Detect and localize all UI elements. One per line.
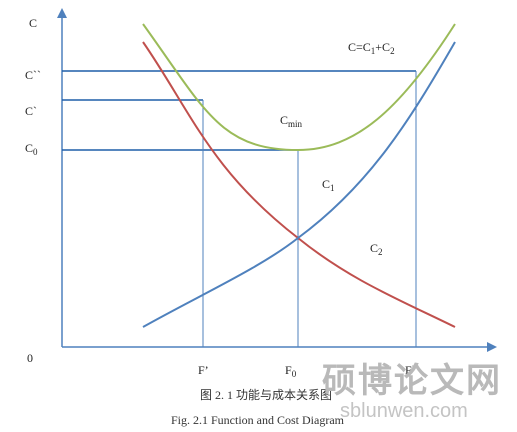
y-axis-title: C xyxy=(29,16,37,30)
y-axis-arrow xyxy=(57,8,67,18)
total-cost-curve xyxy=(142,23,456,152)
cmin-label: Cmin xyxy=(280,113,303,129)
origin-label: 0 xyxy=(27,351,33,365)
c2-curve xyxy=(142,41,456,328)
caption-chinese: 图 2. 1 功能与成本关系图 xyxy=(200,388,332,402)
watermark-url: sblunwen.com xyxy=(340,400,468,422)
watermark-logo: 硕博论文网 xyxy=(322,361,502,401)
x-axis-arrow xyxy=(487,342,497,352)
x-tick-f-prime: F’ xyxy=(198,363,209,377)
y-tick-c0: C0 xyxy=(25,141,38,157)
c1-curve xyxy=(142,41,456,328)
x-tick-f0: F0 xyxy=(285,363,297,379)
c1-label: C1 xyxy=(322,177,335,193)
c2-label: C2 xyxy=(370,241,383,257)
caption-english: Fig. 2.1 Function and Cost Diagram xyxy=(171,413,345,427)
y-tick-c-double-prime: C`` xyxy=(25,68,41,82)
y-tick-c-prime: C` xyxy=(25,104,37,118)
total-cost-label: C=C1+C2 xyxy=(348,40,395,56)
x-tick-f-double-prime: F`` xyxy=(405,363,420,377)
